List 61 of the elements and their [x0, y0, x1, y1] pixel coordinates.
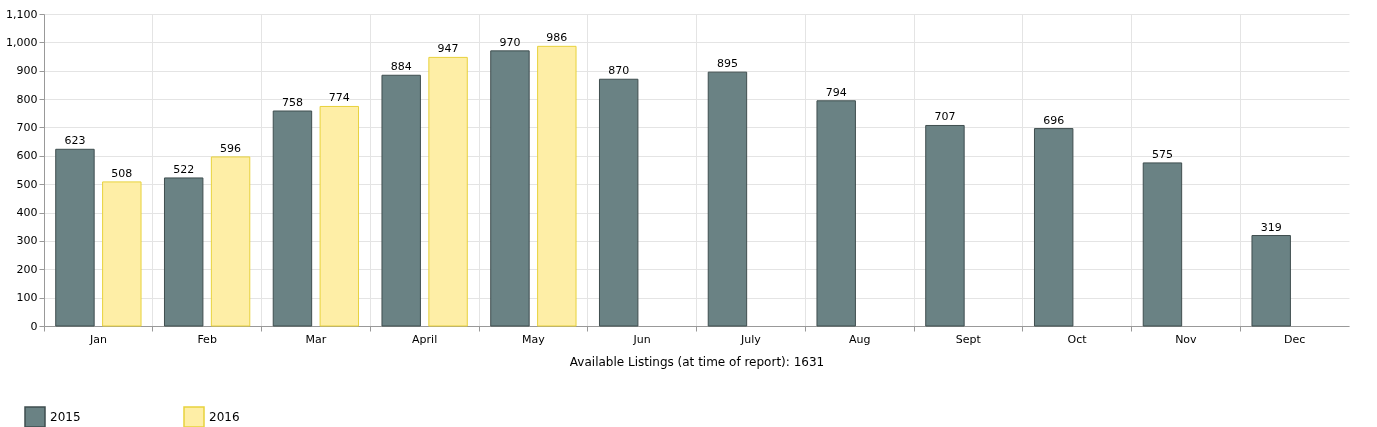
y-tick-label: 800 — [16, 92, 38, 106]
y-tick-label: 1,100 — [6, 7, 38, 21]
bar — [55, 148, 95, 327]
y-tick-label: 100 — [16, 291, 38, 305]
data-label: 986 — [546, 31, 568, 45]
data-label: 696 — [1043, 113, 1065, 127]
x-tick-label: Oct — [1067, 332, 1088, 346]
bar — [925, 124, 965, 327]
x-tick-label: Dec — [1283, 332, 1306, 346]
x-tick-label: Mar — [305, 332, 327, 346]
data-label: 947 — [437, 42, 459, 56]
bar — [490, 50, 530, 327]
x-tick-label: July — [739, 332, 762, 346]
bar — [381, 74, 421, 327]
y-tick-label: 600 — [16, 149, 38, 163]
y-tick-label: 300 — [16, 234, 38, 248]
bar — [102, 181, 142, 327]
legend-label: 2016 — [209, 410, 240, 424]
x-tick-label: April — [412, 332, 438, 346]
y-tick-label: 1,000 — [6, 35, 38, 49]
bar — [816, 100, 856, 327]
x-tick-label: Jan — [88, 332, 107, 346]
x-tick-label: Sept — [955, 332, 982, 346]
y-tick-label: 500 — [16, 177, 38, 191]
x-tick-label: Nov — [1175, 332, 1198, 346]
bar — [1142, 162, 1183, 327]
y-tick-label: 400 — [16, 206, 38, 220]
data-label: 794 — [825, 85, 847, 99]
data-label: 895 — [716, 57, 738, 71]
y-tick-label: 700 — [16, 120, 38, 134]
data-label: 970 — [499, 35, 521, 49]
legend-label: 2015 — [50, 410, 81, 424]
data-label: 596 — [220, 141, 242, 155]
bar — [1251, 235, 1291, 327]
bar — [707, 71, 748, 327]
bar — [428, 56, 468, 327]
x-tick-label: Aug — [848, 332, 871, 346]
data-label: 508 — [111, 166, 133, 180]
bar — [210, 156, 251, 327]
data-label: 319 — [1260, 220, 1282, 234]
data-label: 884 — [390, 60, 412, 74]
bar — [163, 177, 204, 327]
bar — [598, 78, 639, 327]
bar — [272, 110, 313, 327]
y-tick-label: 200 — [16, 262, 38, 276]
data-label: 774 — [328, 91, 350, 105]
bar — [1033, 128, 1074, 327]
data-label: 758 — [281, 96, 303, 109]
data-label: 623 — [64, 134, 86, 148]
data-label: 707 — [934, 110, 956, 124]
bar — [319, 105, 360, 327]
data-label: 870 — [608, 64, 630, 78]
x-axis-title: Available Listings (at time of report): 1631 — [569, 354, 825, 369]
y-tick-label: 0 — [30, 319, 38, 333]
bar — [537, 45, 577, 327]
y-tick-label: 900 — [16, 64, 38, 78]
x-tick-label: Jun — [632, 332, 651, 346]
data-label: 522 — [173, 162, 195, 176]
data-label: 575 — [1151, 147, 1173, 161]
x-tick-label: Feb — [197, 332, 217, 346]
x-tick-label: May — [522, 332, 546, 346]
